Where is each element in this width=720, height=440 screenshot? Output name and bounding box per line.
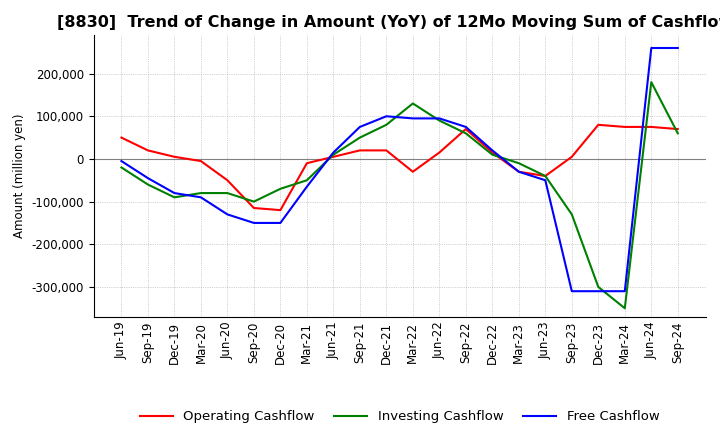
Free Cashflow bbox=[462, 124, 470, 129]
Operating Cashflow bbox=[594, 122, 603, 128]
Free Cashflow bbox=[302, 184, 311, 189]
Operating Cashflow bbox=[567, 154, 576, 159]
Free Cashflow bbox=[223, 212, 232, 217]
Investing Cashflow bbox=[143, 182, 152, 187]
Free Cashflow bbox=[488, 148, 497, 153]
Investing Cashflow bbox=[408, 101, 417, 106]
Investing Cashflow bbox=[515, 161, 523, 166]
Investing Cashflow bbox=[382, 122, 391, 128]
Free Cashflow bbox=[621, 289, 629, 294]
Operating Cashflow bbox=[408, 169, 417, 174]
Operating Cashflow bbox=[462, 126, 470, 132]
Operating Cashflow bbox=[673, 126, 682, 132]
Line: Operating Cashflow: Operating Cashflow bbox=[122, 125, 678, 210]
Investing Cashflow bbox=[276, 186, 284, 191]
Y-axis label: Amount (million yen): Amount (million yen) bbox=[13, 114, 26, 238]
Free Cashflow bbox=[515, 169, 523, 174]
Operating Cashflow bbox=[117, 135, 126, 140]
Operating Cashflow bbox=[170, 154, 179, 159]
Line: Investing Cashflow: Investing Cashflow bbox=[122, 82, 678, 308]
Operating Cashflow bbox=[621, 124, 629, 129]
Investing Cashflow bbox=[329, 152, 338, 158]
Investing Cashflow bbox=[567, 212, 576, 217]
Investing Cashflow bbox=[541, 173, 549, 179]
Free Cashflow bbox=[143, 176, 152, 181]
Free Cashflow bbox=[250, 220, 258, 226]
Title: [8830]  Trend of Change in Amount (YoY) of 12Mo Moving Sum of Cashflows: [8830] Trend of Change in Amount (YoY) o… bbox=[57, 15, 720, 30]
Operating Cashflow bbox=[276, 208, 284, 213]
Operating Cashflow bbox=[541, 173, 549, 179]
Operating Cashflow bbox=[647, 124, 656, 129]
Operating Cashflow bbox=[435, 150, 444, 155]
Operating Cashflow bbox=[329, 154, 338, 159]
Operating Cashflow bbox=[250, 205, 258, 211]
Investing Cashflow bbox=[462, 131, 470, 136]
Investing Cashflow bbox=[170, 194, 179, 200]
Operating Cashflow bbox=[382, 148, 391, 153]
Investing Cashflow bbox=[594, 284, 603, 290]
Operating Cashflow bbox=[356, 148, 364, 153]
Investing Cashflow bbox=[435, 118, 444, 123]
Operating Cashflow bbox=[223, 178, 232, 183]
Free Cashflow bbox=[356, 124, 364, 129]
Operating Cashflow bbox=[515, 169, 523, 174]
Operating Cashflow bbox=[488, 150, 497, 155]
Investing Cashflow bbox=[647, 80, 656, 85]
Operating Cashflow bbox=[302, 161, 311, 166]
Investing Cashflow bbox=[223, 191, 232, 196]
Free Cashflow bbox=[673, 45, 682, 51]
Free Cashflow bbox=[276, 220, 284, 226]
Investing Cashflow bbox=[117, 165, 126, 170]
Investing Cashflow bbox=[673, 131, 682, 136]
Legend: Operating Cashflow, Investing Cashflow, Free Cashflow: Operating Cashflow, Investing Cashflow, … bbox=[135, 405, 665, 429]
Operating Cashflow bbox=[143, 148, 152, 153]
Investing Cashflow bbox=[250, 199, 258, 204]
Free Cashflow bbox=[435, 116, 444, 121]
Investing Cashflow bbox=[197, 191, 205, 196]
Line: Free Cashflow: Free Cashflow bbox=[122, 48, 678, 291]
Free Cashflow bbox=[117, 158, 126, 164]
Investing Cashflow bbox=[621, 306, 629, 311]
Free Cashflow bbox=[197, 194, 205, 200]
Free Cashflow bbox=[567, 289, 576, 294]
Free Cashflow bbox=[408, 116, 417, 121]
Free Cashflow bbox=[541, 178, 549, 183]
Investing Cashflow bbox=[488, 152, 497, 158]
Investing Cashflow bbox=[302, 178, 311, 183]
Investing Cashflow bbox=[356, 135, 364, 140]
Free Cashflow bbox=[382, 114, 391, 119]
Free Cashflow bbox=[170, 191, 179, 196]
Free Cashflow bbox=[647, 45, 656, 51]
Free Cashflow bbox=[329, 150, 338, 155]
Free Cashflow bbox=[594, 289, 603, 294]
Operating Cashflow bbox=[197, 158, 205, 164]
